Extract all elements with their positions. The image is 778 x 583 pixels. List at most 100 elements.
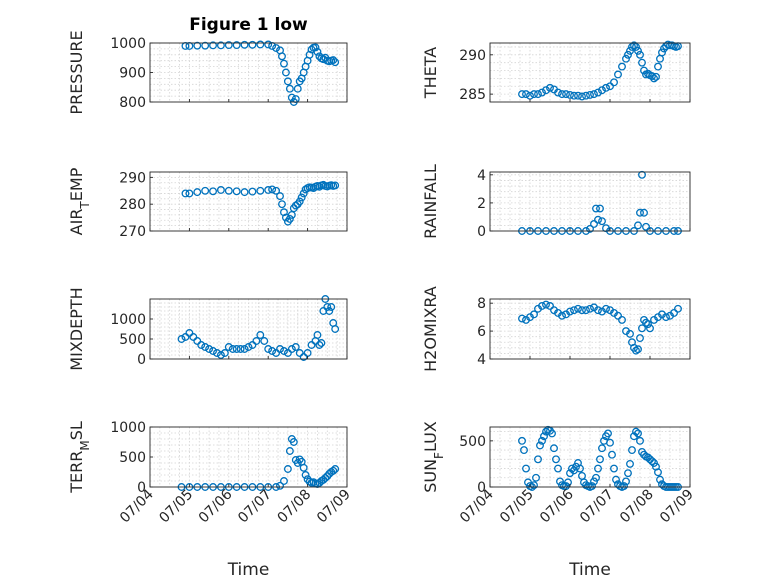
data-point	[276, 192, 284, 201]
data-point	[224, 186, 233, 195]
data-point	[285, 214, 294, 223]
data-point	[642, 222, 650, 231]
data-point	[632, 42, 640, 51]
x-tick-label: 07/06	[537, 486, 577, 526]
data-point	[311, 43, 320, 52]
subplot-air-temp: 270 280 290 AIRTEMP	[67, 167, 348, 240]
data-point	[313, 331, 322, 339]
data-point	[325, 307, 334, 315]
data-point	[590, 90, 598, 99]
data-point	[638, 58, 646, 67]
data-point	[323, 472, 332, 481]
data-point	[205, 345, 214, 353]
data-point	[331, 465, 340, 473]
data-point	[319, 307, 328, 315]
data-point	[224, 343, 233, 351]
data-point	[542, 300, 550, 309]
y-tick-label: 1000	[110, 420, 146, 436]
y-tick-label: 4	[477, 168, 486, 184]
data-point	[636, 208, 644, 217]
data-point	[197, 341, 206, 349]
data-point	[291, 201, 300, 210]
data-point	[634, 345, 642, 354]
data-point	[614, 311, 622, 320]
data-point	[240, 188, 249, 197]
data-point	[256, 186, 265, 195]
data-point	[644, 320, 652, 329]
data-point	[538, 88, 546, 97]
data-point	[546, 302, 554, 310]
data-point	[558, 90, 566, 99]
data-point	[520, 446, 528, 455]
data-point	[578, 92, 586, 101]
y-axis-label: THETA	[421, 47, 440, 99]
data-point	[280, 59, 288, 68]
axes-box	[489, 426, 691, 488]
data-point	[264, 40, 273, 49]
data-point	[530, 310, 538, 319]
data-point	[209, 347, 217, 355]
data-point	[552, 455, 560, 464]
data-point	[272, 186, 281, 195]
data-point	[518, 436, 526, 445]
data-point	[554, 464, 562, 473]
data-point	[532, 473, 540, 482]
data-point	[628, 42, 636, 51]
axes-box	[489, 42, 691, 103]
x-tick-label: 07/08	[275, 487, 315, 527]
data-point	[636, 334, 644, 343]
data-point	[313, 47, 322, 56]
data-point	[522, 90, 530, 99]
data-point	[280, 477, 288, 485]
data-point	[193, 337, 202, 345]
data-point	[201, 343, 210, 351]
data-point	[640, 208, 648, 217]
data-point	[602, 304, 610, 313]
data-point	[283, 77, 292, 86]
y-tick-label: 285	[459, 87, 486, 103]
data-point	[185, 329, 194, 337]
data-point	[628, 446, 636, 455]
data-point	[530, 90, 538, 99]
y-tick-label: 280	[119, 197, 146, 213]
data-point	[624, 50, 632, 59]
data-point	[323, 303, 332, 311]
x-tick-label: 07/07	[577, 487, 617, 527]
data-point	[232, 345, 241, 353]
axes-box	[149, 298, 348, 360]
data-point	[297, 193, 306, 202]
data-point	[264, 345, 273, 353]
data-point	[240, 345, 249, 353]
data-point	[598, 86, 606, 95]
data-point	[240, 40, 249, 49]
data-point	[209, 187, 217, 196]
data-point	[538, 302, 546, 310]
data-point	[590, 220, 598, 228]
data-point	[588, 482, 596, 491]
data-point	[550, 444, 558, 453]
data-point	[674, 304, 682, 313]
data-point	[331, 325, 340, 333]
y-tick-label: 800	[119, 95, 146, 111]
data-point	[652, 72, 660, 81]
data-point	[289, 438, 298, 446]
data-point	[291, 343, 300, 351]
y-axis-label: PRESSURE	[67, 30, 86, 114]
data-point	[634, 46, 642, 55]
y-axis-label: SUNFLUX	[421, 421, 446, 493]
data-point	[248, 341, 257, 349]
data-point	[582, 306, 590, 315]
data-point	[307, 341, 316, 349]
data-point	[522, 464, 530, 473]
y-tick-label: 1000	[110, 312, 146, 328]
y-tick-label: 500	[119, 332, 146, 348]
data-point	[299, 353, 308, 361]
y-tick-label: 900	[119, 66, 146, 82]
data-point	[660, 44, 668, 53]
data-point	[644, 69, 652, 78]
data-point	[248, 187, 257, 196]
data-point	[295, 455, 304, 464]
x-axis-label: Time	[227, 560, 270, 580]
